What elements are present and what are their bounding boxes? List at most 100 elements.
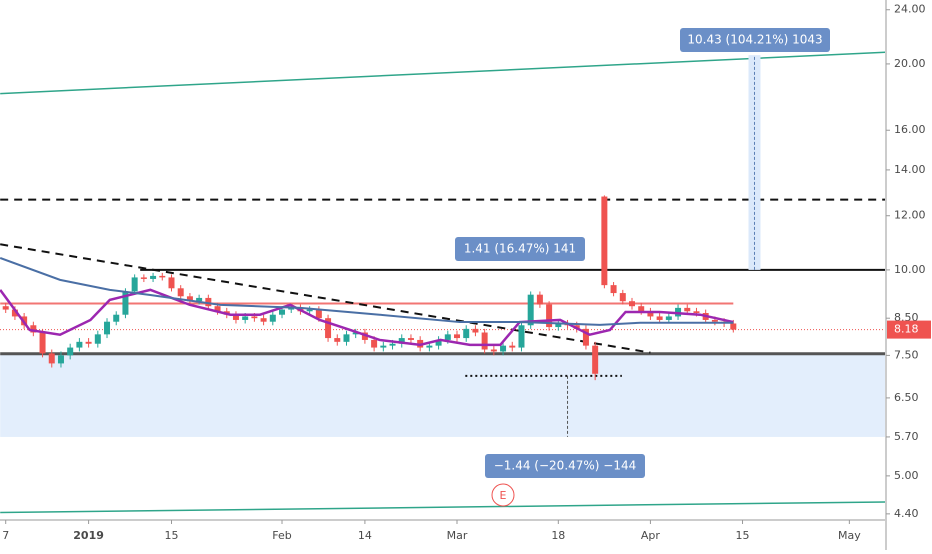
- candle-body: [610, 285, 617, 294]
- candle-body: [647, 311, 654, 317]
- candle-body: [76, 341, 83, 348]
- candle-body: [269, 314, 276, 322]
- y-axis-bg: [885, 0, 932, 550]
- y-tick-label: 20.00: [894, 57, 926, 70]
- candle-body: [251, 316, 258, 319]
- candle-body: [11, 309, 18, 317]
- candle-body: [343, 334, 350, 342]
- candle-body: [232, 314, 239, 320]
- candle-body: [730, 323, 737, 330]
- candle-body: [546, 304, 553, 328]
- candle-body: [371, 339, 378, 348]
- candle-body: [159, 275, 166, 278]
- channel-line: [0, 51, 886, 95]
- candle-body: [711, 319, 718, 322]
- candle-body: [177, 288, 184, 297]
- y-tick-label: 12.00: [894, 209, 926, 222]
- event-label: E: [500, 489, 507, 502]
- candle-body: [279, 309, 286, 315]
- candle-body: [380, 345, 387, 348]
- measure-label-box: [485, 454, 645, 478]
- candle-body: [398, 338, 405, 344]
- x-tick-label: 7: [2, 529, 9, 542]
- y-tick-label: 5.00: [894, 469, 919, 482]
- moving-average: [0, 257, 734, 326]
- x-tick-label: Mar: [447, 529, 468, 542]
- candle-body: [288, 307, 295, 310]
- candle-body: [104, 321, 111, 335]
- x-tick-label: 2019: [73, 529, 104, 542]
- candle-body: [85, 341, 92, 344]
- measure-label-box: [680, 28, 830, 52]
- candle-body: [2, 306, 9, 310]
- trend-line: [0, 243, 651, 354]
- candle-body: [638, 306, 645, 312]
- candle-body: [260, 318, 267, 322]
- x-tick-label: 18: [551, 529, 565, 542]
- x-tick-label: 14: [358, 529, 372, 542]
- candle-body: [57, 355, 64, 364]
- candle-body: [306, 309, 313, 312]
- candle-body: [444, 334, 451, 340]
- candle-body: [94, 334, 101, 344]
- candle-body: [214, 306, 221, 312]
- candle-body: [454, 334, 461, 339]
- y-tick-label: 7.50: [894, 348, 919, 361]
- candle-body: [122, 291, 129, 315]
- candle-body: [315, 309, 322, 319]
- candle-body: [325, 318, 332, 339]
- candle-body: [481, 332, 488, 350]
- measure-label: 10.43 (104.21%) 1043: [687, 33, 822, 47]
- candle-body: [490, 349, 497, 352]
- x-tick-label: Feb: [272, 529, 291, 542]
- candle-body: [509, 345, 516, 348]
- candle-body: [352, 332, 359, 335]
- measure-label: 1.41 (16.47%) 141: [464, 242, 576, 256]
- x-tick-label: May: [838, 529, 861, 542]
- candle-body: [334, 338, 341, 342]
- candle-body: [463, 328, 470, 339]
- candle-body: [601, 196, 608, 286]
- y-tick-label: 10.00: [894, 263, 926, 276]
- candle-body: [242, 316, 249, 320]
- candle-body: [500, 345, 507, 352]
- y-tick-label: 16.00: [894, 123, 926, 136]
- candle-body: [186, 296, 193, 302]
- y-tick-label: 6.50: [894, 391, 919, 404]
- x-tick-label: 15: [164, 529, 178, 542]
- candle-body: [150, 275, 157, 279]
- candle-body: [407, 338, 414, 340]
- candle-body: [196, 297, 203, 302]
- candle-body: [39, 332, 46, 354]
- candle-body: [665, 316, 672, 320]
- candle-body: [168, 277, 175, 289]
- candle-body: [693, 311, 700, 313]
- candle-body: [205, 297, 212, 307]
- candle-body: [67, 347, 74, 356]
- y-tick-label: 5.70: [894, 430, 919, 443]
- candle-body: [582, 328, 589, 346]
- y-tick-label: 14.00: [894, 163, 926, 176]
- candle-body: [48, 353, 55, 364]
- last-price-label: 8.18: [894, 323, 919, 336]
- candle-body: [656, 316, 663, 320]
- candle-body: [684, 307, 691, 312]
- channel-line: [0, 501, 886, 514]
- y-tick-label: 4.40: [894, 507, 919, 520]
- candle-body: [628, 301, 635, 307]
- event-marker: [491, 483, 515, 507]
- candle-body: [536, 294, 543, 305]
- candle-body: [518, 325, 525, 348]
- candle-body: [435, 339, 442, 346]
- measure-label-box: [455, 237, 585, 261]
- moving-average: [0, 288, 734, 347]
- candle-body: [140, 277, 147, 279]
- candle-body: [426, 345, 433, 348]
- candle-body: [131, 277, 138, 292]
- measure-label: −1.44 (−20.47%) −144: [494, 459, 637, 473]
- x-tick-label: 15: [736, 529, 750, 542]
- candle-body: [113, 314, 120, 322]
- y-tick-label: 24.00: [894, 3, 926, 16]
- candle-body: [30, 325, 37, 333]
